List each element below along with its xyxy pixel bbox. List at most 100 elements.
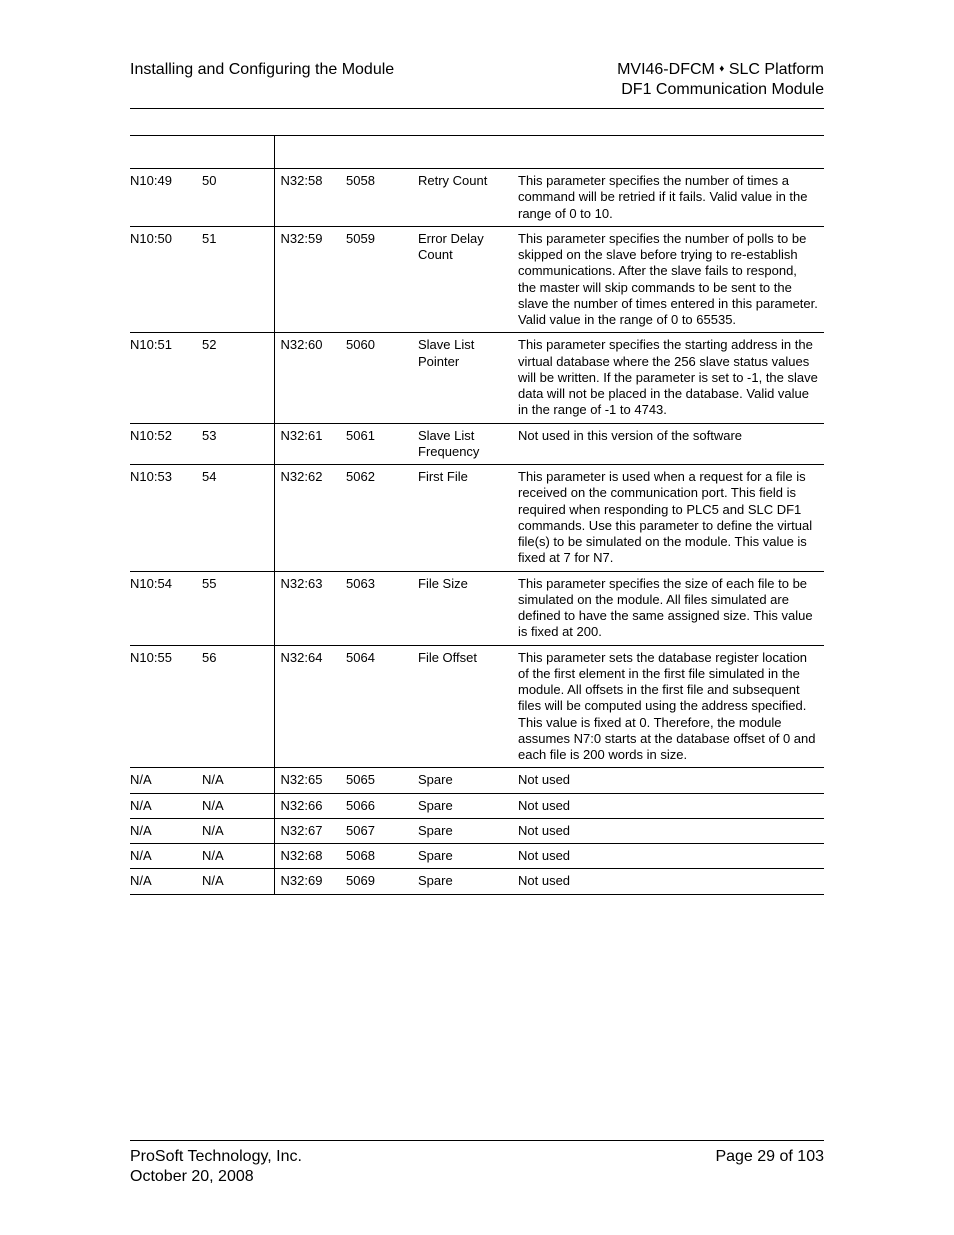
table-cell: N32:61 (274, 423, 346, 465)
table-cell: N/A (202, 768, 274, 793)
table-row: N10:5556N32:645064File OffsetThis parame… (130, 645, 824, 768)
table-cell: N32:62 (274, 465, 346, 572)
table-header-cell (274, 136, 346, 169)
table-body: N10:4950N32:585058Retry CountThis parame… (130, 169, 824, 895)
table-cell: N32:59 (274, 226, 346, 333)
table-cell: 50 (202, 169, 274, 227)
table-cell: 52 (202, 333, 274, 423)
table-cell: 55 (202, 571, 274, 645)
table-cell: 53 (202, 423, 274, 465)
page-footer: ProSoft Technology, Inc. October 20, 200… (130, 1140, 824, 1187)
table-header-cell (346, 136, 418, 169)
table-row: N/AN/AN32:665066SpareNot used (130, 793, 824, 818)
table-cell: 5058 (346, 169, 418, 227)
table-cell: N10:53 (130, 465, 202, 572)
table-cell: Not used (518, 869, 824, 894)
table-header-cell (518, 136, 824, 169)
header-right: MVI46-DFCM ♦ SLC Platform DF1 Communicat… (617, 60, 824, 100)
table-cell: N/A (130, 768, 202, 793)
table-row: N10:4950N32:585058Retry CountThis parame… (130, 169, 824, 227)
table-cell: Not used in this version of the software (518, 423, 824, 465)
table-cell: This parameter is used when a request fo… (518, 465, 824, 572)
table-cell: N32:68 (274, 844, 346, 869)
table-cell: Spare (418, 844, 518, 869)
header-right-line2: DF1 Communication Module (617, 80, 824, 100)
table-row: N10:5051N32:595059Error Delay CountThis … (130, 226, 824, 333)
table-cell: 5061 (346, 423, 418, 465)
table-cell: 5067 (346, 818, 418, 843)
table-cell: Not used (518, 768, 824, 793)
footer-date: October 20, 2008 (130, 1167, 302, 1187)
table-row: N10:5455N32:635063File SizeThis paramete… (130, 571, 824, 645)
table-cell: N/A (202, 793, 274, 818)
table-row: N/AN/AN32:675067SpareNot used (130, 818, 824, 843)
table-cell: N32:64 (274, 645, 346, 768)
table-cell: Error Delay Count (418, 226, 518, 333)
table-cell: This parameter specifies the size of eac… (518, 571, 824, 645)
table-cell: 51 (202, 226, 274, 333)
table-cell: File Size (418, 571, 518, 645)
table-cell: 56 (202, 645, 274, 768)
table-cell: N10:55 (130, 645, 202, 768)
table-row: N/AN/AN32:655065SpareNot used (130, 768, 824, 793)
table-cell: 5060 (346, 333, 418, 423)
table-cell: Not used (518, 818, 824, 843)
table-cell: N/A (202, 869, 274, 894)
table-cell: N10:50 (130, 226, 202, 333)
table-cell: N32:58 (274, 169, 346, 227)
table-cell: This parameter specifies the number of p… (518, 226, 824, 333)
page-header: Installing and Configuring the Module MV… (130, 60, 824, 109)
footer-left: ProSoft Technology, Inc. October 20, 200… (130, 1147, 302, 1187)
table-cell: 5059 (346, 226, 418, 333)
table-cell: Spare (418, 818, 518, 843)
table-cell: N32:65 (274, 768, 346, 793)
parameter-table-wrap: N10:4950N32:585058Retry CountThis parame… (130, 135, 824, 895)
table-header-cell (130, 136, 202, 169)
table-row: N10:5253N32:615061Slave List FrequencyNo… (130, 423, 824, 465)
table-cell: N/A (202, 844, 274, 869)
table-cell: First File (418, 465, 518, 572)
table-cell: 5069 (346, 869, 418, 894)
table-cell: 5063 (346, 571, 418, 645)
table-cell: N32:69 (274, 869, 346, 894)
table-cell: N/A (130, 793, 202, 818)
header-product: MVI46-DFCM (617, 61, 719, 78)
footer-pagenum: Page 29 of 103 (715, 1147, 824, 1167)
table-cell: 5068 (346, 844, 418, 869)
table-cell: 5064 (346, 645, 418, 768)
header-left: Installing and Configuring the Module (130, 60, 394, 80)
table-cell: N32:66 (274, 793, 346, 818)
header-platform: SLC Platform (724, 61, 824, 78)
table-cell: N10:51 (130, 333, 202, 423)
footer-company: ProSoft Technology, Inc. (130, 1147, 302, 1167)
table-cell: N10:52 (130, 423, 202, 465)
table-row: N/AN/AN32:685068SpareNot used (130, 844, 824, 869)
table-cell: Not used (518, 793, 824, 818)
table-cell: N32:67 (274, 818, 346, 843)
table-cell: 5062 (346, 465, 418, 572)
table-cell: Retry Count (418, 169, 518, 227)
header-right-line1: MVI46-DFCM ♦ SLC Platform (617, 60, 824, 80)
table-row: N10:5152N32:605060Slave List PointerThis… (130, 333, 824, 423)
table-cell: Slave List Pointer (418, 333, 518, 423)
table-cell: N/A (202, 818, 274, 843)
table-cell: N10:49 (130, 169, 202, 227)
table-cell: N32:60 (274, 333, 346, 423)
table-cell: N10:54 (130, 571, 202, 645)
table-cell: 5065 (346, 768, 418, 793)
table-cell: Slave List Frequency (418, 423, 518, 465)
table-cell: N/A (130, 818, 202, 843)
table-row: N10:5354N32:625062First FileThis paramet… (130, 465, 824, 572)
table-cell: This parameter specifies the starting ad… (518, 333, 824, 423)
table-cell: This parameter sets the database registe… (518, 645, 824, 768)
table-cell: Spare (418, 793, 518, 818)
table-cell: 54 (202, 465, 274, 572)
table-cell: This parameter specifies the number of t… (518, 169, 824, 227)
table-header-row (130, 136, 824, 169)
table-header-cell (418, 136, 518, 169)
table-cell: N32:63 (274, 571, 346, 645)
table-cell: N/A (130, 844, 202, 869)
parameter-table: N10:4950N32:585058Retry CountThis parame… (130, 135, 824, 895)
table-row: N/AN/AN32:695069SpareNot used (130, 869, 824, 894)
table-cell: Not used (518, 844, 824, 869)
